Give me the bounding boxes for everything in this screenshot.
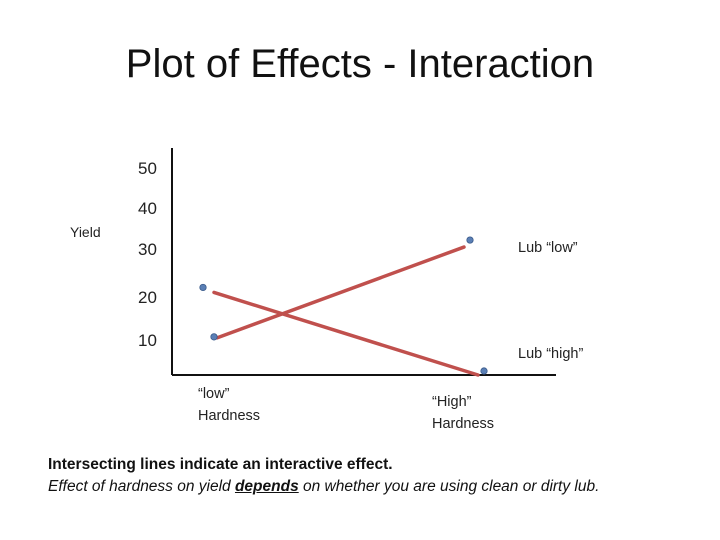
x-category-label: “low” Hardness [198,386,260,424]
data-point [210,333,218,341]
caption-emphasis: depends [234,478,299,495]
caption-line-2-post: on whether you are using clean or dirty … [298,478,600,495]
series-label: Lub “high” [518,346,583,362]
series-lines [199,236,488,377]
caption-line-1: Intersecting lines indicate an interacti… [48,456,393,473]
y-tick-label: 30 [138,240,157,259]
caption-line-2-pre: Effect of hardness on yield [48,478,235,495]
y-axis-label: Yield [70,224,101,240]
y-tick-label: 50 [138,159,157,178]
data-point [480,367,488,375]
y-tick-label: 10 [138,331,157,350]
data-point [199,283,207,292]
caption-line-2: Effect of hardness on yield depends on w… [48,478,599,496]
x-category-label-line: Hardness [198,408,260,424]
chart-axes [171,148,556,376]
series-label: Lub “low” [518,240,578,256]
y-tick-label: 20 [138,288,157,307]
series-labels: Lub “low” Lub “high” [518,240,583,362]
series-line-1 [215,245,466,340]
y-tick-labels: 50 40 30 20 10 [138,159,157,350]
interaction-chart: 50 40 30 20 10 Yield “low” Hardness “High” Hard… [70,148,583,432]
slide-title: Plot of Effects - Interaction [125,42,595,86]
x-category-labels: “low” Hardness “High” Hardness [198,386,494,432]
series-line-2 [212,290,480,377]
x-category-label-line: “High” [432,394,472,410]
y-tick-label: 40 [138,199,157,218]
data-point [466,236,474,244]
x-category-label-line: “low” [198,386,230,402]
x-category-label-line: Hardness [432,416,494,432]
y-axis-label-group: Yield [70,224,101,240]
x-category-label: “High” Hardness [432,394,494,432]
